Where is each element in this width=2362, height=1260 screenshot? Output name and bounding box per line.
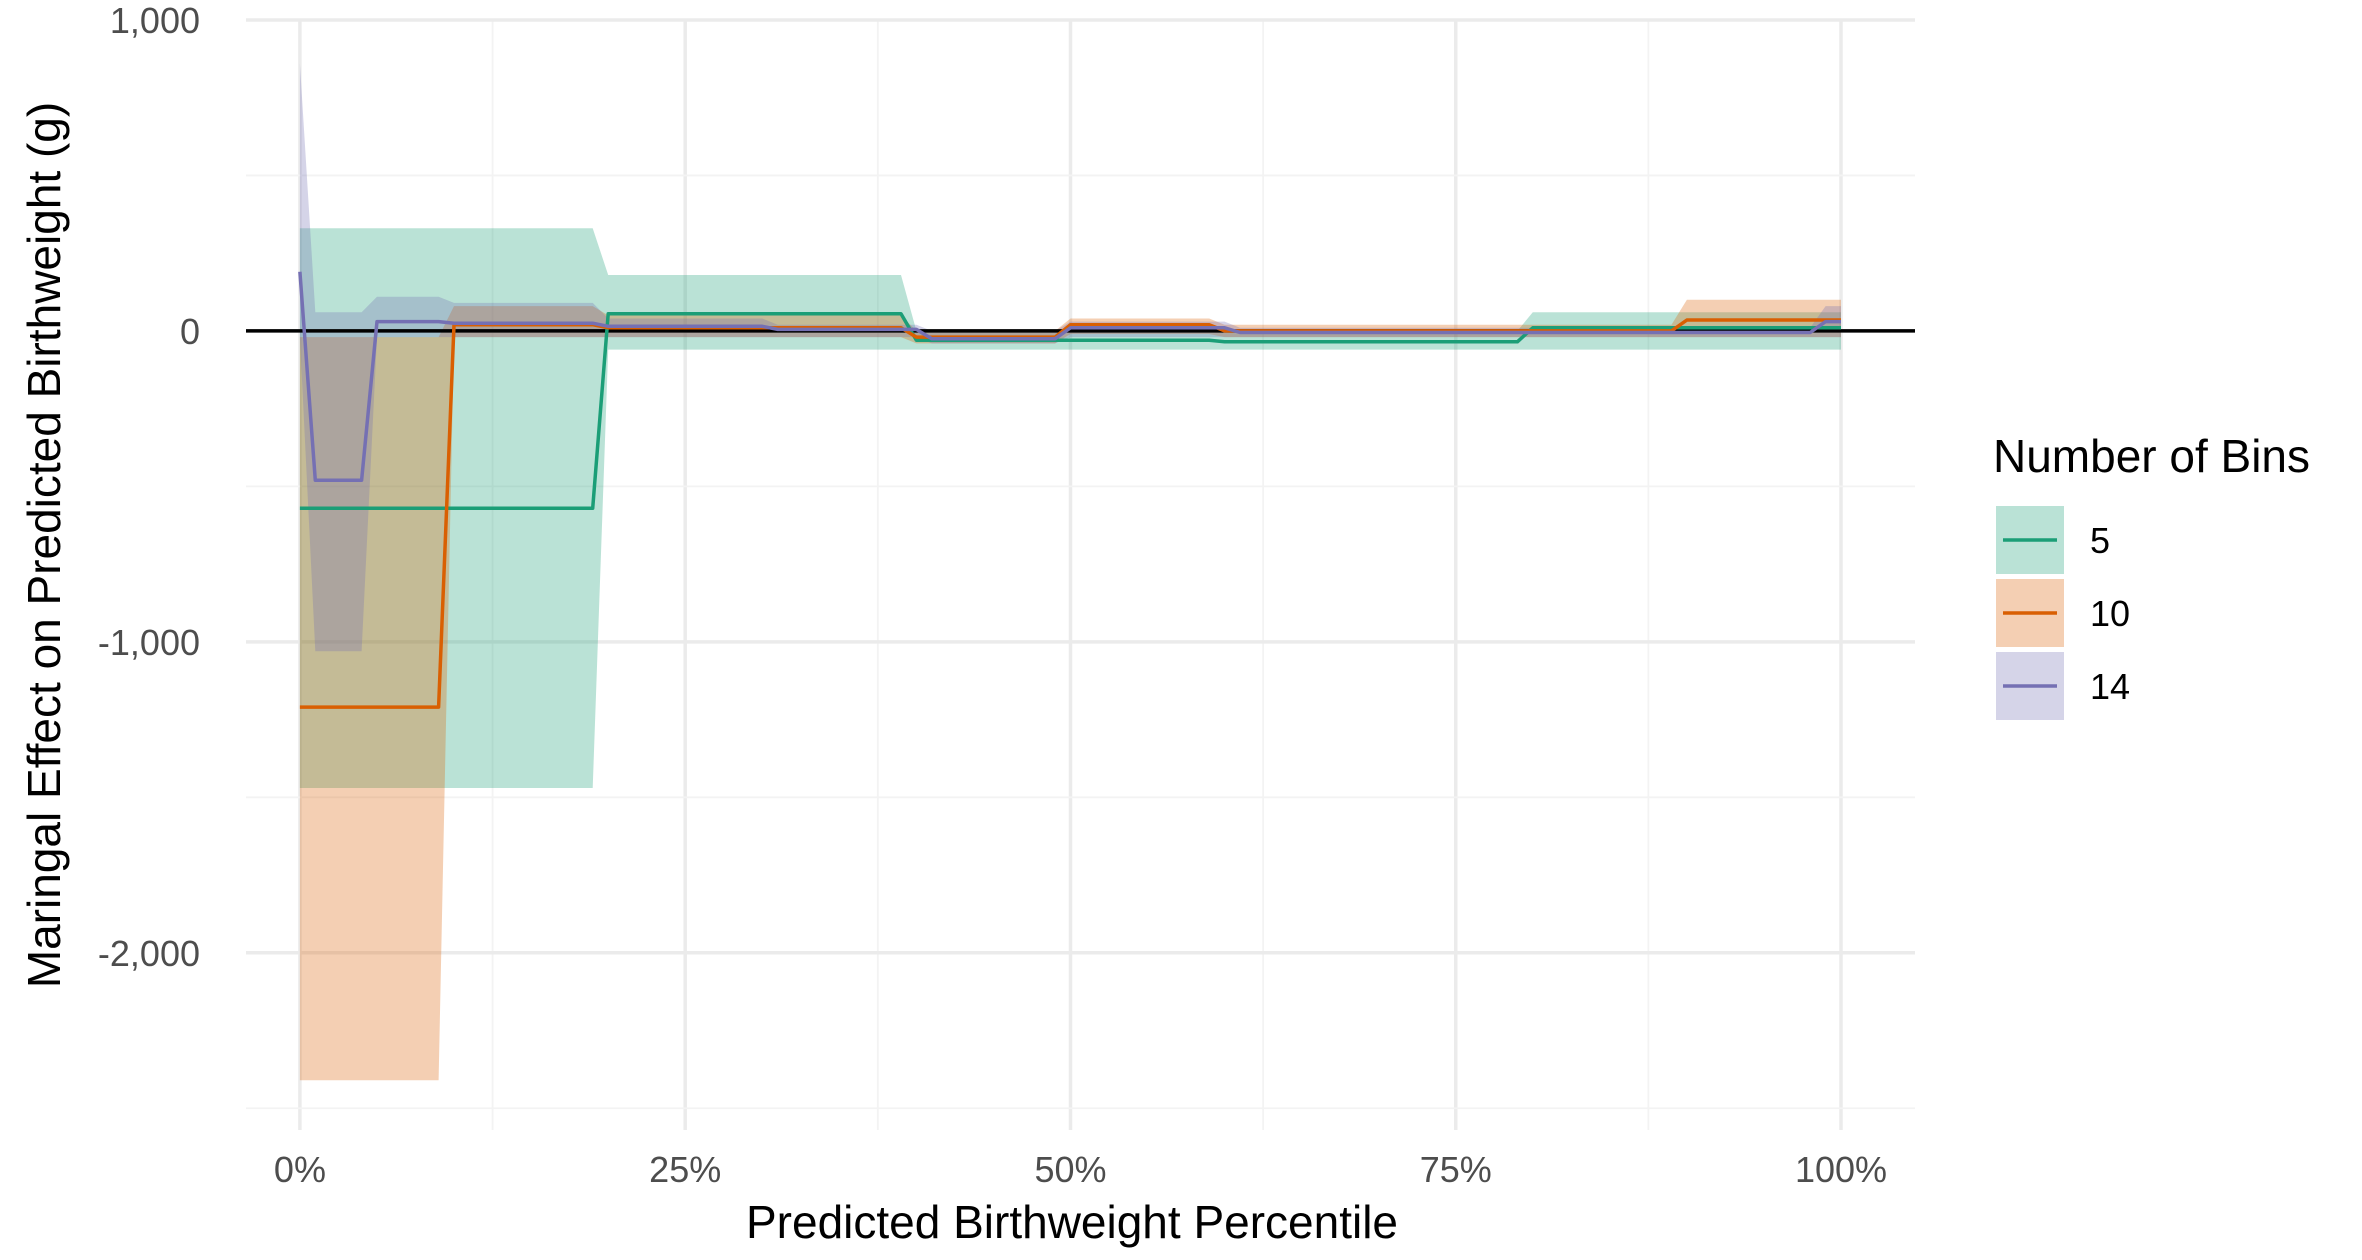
series-line-5 <box>299 312 1841 510</box>
y-tick-label: -2,000 <box>98 933 200 974</box>
y-tick-label: -1,000 <box>98 622 200 663</box>
y-axis-tick-labels: 1,000 0 -1,000 -2,000 <box>98 0 200 974</box>
x-axis-title: Predicted Birthweight Percentile <box>746 1196 1398 1248</box>
x-tick-label: 0% <box>274 1149 326 1190</box>
legend-item-5: 5 <box>1996 506 2110 574</box>
x-tick-label: 100% <box>1795 1149 1887 1190</box>
x-axis-tick-labels: 0% 25% 50% 75% 100% <box>274 1149 1887 1190</box>
series-lines <box>298 271 1841 709</box>
x-tick-label: 50% <box>1034 1149 1106 1190</box>
y-tick-label: 1,000 <box>110 0 200 41</box>
legend-item-14: 14 <box>1996 652 2130 720</box>
y-axis-title: Maringal Effect on Predicted Birthweight… <box>18 102 70 988</box>
legend-label: 5 <box>2090 520 2110 561</box>
x-tick-label: 75% <box>1420 1149 1492 1190</box>
legend: Number of Bins 5 10 14 <box>1993 430 2310 720</box>
series-line-14 <box>298 271 1841 482</box>
legend-item-10: 10 <box>1996 579 2130 647</box>
legend-label: 10 <box>2090 593 2130 634</box>
grid-lines <box>246 18 1915 1130</box>
x-tick-label: 25% <box>649 1149 721 1190</box>
legend-label: 14 <box>2090 666 2130 707</box>
legend-title: Number of Bins <box>1993 430 2310 482</box>
y-tick-label: 0 <box>180 311 200 352</box>
